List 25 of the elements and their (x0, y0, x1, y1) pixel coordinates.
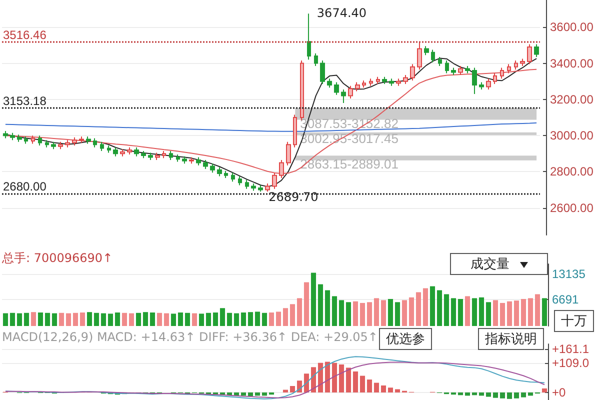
annotation: 指标说明 (485, 332, 537, 347)
button: 十万 (554, 310, 594, 332)
chart-title: MACD(12,26,9) MACD: +14.63↑ DIFF: +36.36↑ DEA: +29.05↑ (2, 330, 378, 344)
ref-line-label: 3153.18 (3, 94, 47, 108)
y-tick-label: 6691 (552, 292, 580, 306)
chart-title: 总手: 700096690↑ (2, 250, 113, 267)
y-tick-label: 2600.00 (550, 200, 594, 215)
ref-line-label: 3516.46 (3, 28, 47, 42)
y-tick-label: 13135 (552, 266, 586, 281)
y-tick-label: 3400.00 (550, 56, 594, 70)
annotation: 成交量 (470, 257, 510, 272)
annotation: 3674.40 (316, 6, 367, 20)
button: 优选参 (379, 328, 432, 350)
y-tick-label: 3600.00 (550, 20, 594, 34)
y-tick-label: 3000.00 (550, 128, 594, 143)
dropdown-field: 成交量 (450, 253, 548, 275)
annotation: 优选参 (386, 332, 425, 347)
y-tick-label: +0 (552, 385, 566, 400)
ref-line-label: 2680.00 (3, 179, 47, 194)
y-tick-label: 2800.00 (550, 164, 594, 179)
button: 指标说明 (478, 328, 544, 350)
y-tick-label: +109.0 (552, 356, 590, 370)
y-tick-label: 3200.00 (550, 92, 594, 106)
y-tick-label: +161.1 (552, 342, 590, 356)
annotation: 2689.70 (268, 190, 318, 204)
